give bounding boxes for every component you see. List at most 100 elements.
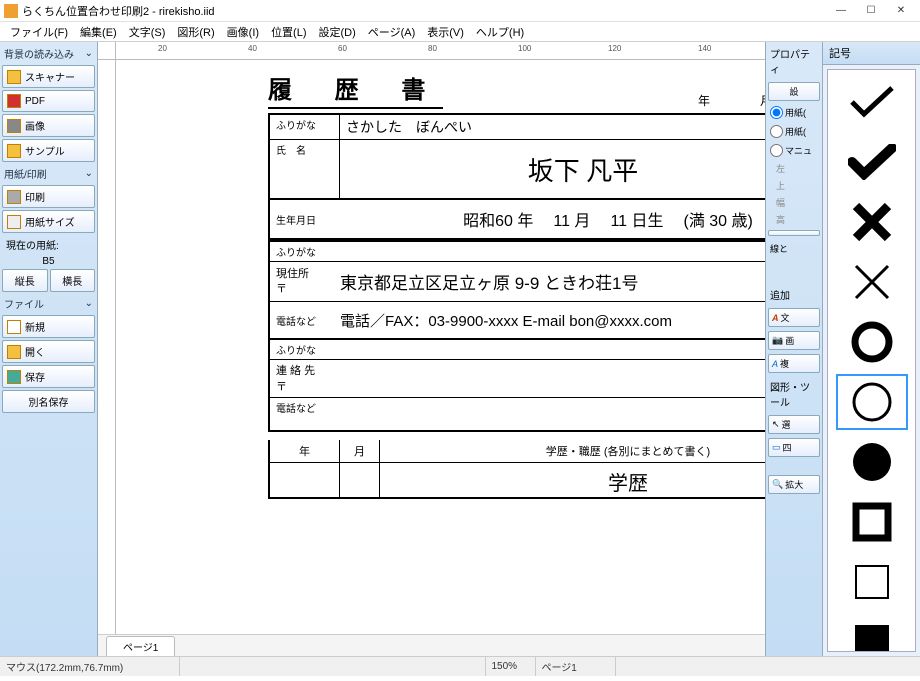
history-header: 学歴・職歴 (各別にまとめて書く) bbox=[380, 440, 765, 462]
status-zoom: 150% bbox=[486, 657, 536, 676]
symbol-x-bold[interactable] bbox=[836, 194, 908, 250]
addr-value: 東京都足立区足立ヶ原 9-9 ときわ荘1号 bbox=[340, 269, 765, 294]
menu-settings[interactable]: 設定(D) bbox=[313, 22, 362, 42]
save-icon bbox=[7, 370, 21, 384]
sample-button[interactable]: サンプル bbox=[2, 139, 95, 162]
symbol-square-filled[interactable] bbox=[836, 614, 908, 652]
opt-paper1[interactable]: 用紙( bbox=[768, 105, 820, 120]
paper-size-button[interactable]: 用紙サイズ bbox=[2, 210, 95, 233]
tel-label: 電話など bbox=[270, 311, 340, 330]
menu-shape[interactable]: 図形(R) bbox=[171, 22, 220, 42]
save-button[interactable]: 保存 bbox=[2, 365, 95, 388]
add-text-button[interactable]: A文 bbox=[768, 308, 820, 327]
birth-month: 11 月 bbox=[553, 207, 590, 231]
date-month-label: 月 bbox=[760, 92, 765, 109]
left-panel: 背景の読み込み⌄ スキャナー PDF 画像 サンプル 用紙/印刷⌄ 印刷 用紙サ… bbox=[0, 42, 98, 656]
bg-section-title: 背景の読み込み⌄ bbox=[2, 44, 95, 63]
image-button[interactable]: 画像 bbox=[2, 114, 95, 137]
history-year: 年 bbox=[270, 440, 340, 462]
birth-label: 生年月日 bbox=[270, 210, 340, 229]
collapse-icon[interactable]: ⌄ bbox=[85, 298, 93, 309]
close-button[interactable]: ✕ bbox=[886, 1, 916, 21]
history-title: 学歴 bbox=[380, 463, 765, 497]
new-icon bbox=[7, 320, 21, 334]
menu-edit[interactable]: 編集(E) bbox=[74, 22, 123, 42]
symbol-list[interactable] bbox=[827, 69, 916, 652]
addr-label: 現住所 bbox=[276, 267, 334, 281]
symbol-circle-thin[interactable] bbox=[836, 374, 908, 430]
status-page: ページ1 bbox=[536, 657, 616, 676]
menu-image[interactable]: 画像(I) bbox=[221, 22, 265, 42]
name-label: 氏 名 bbox=[270, 140, 340, 198]
symbol-square-bold[interactable] bbox=[836, 494, 908, 550]
status-mouse: マウス(172.2mm,76.7mm) bbox=[0, 657, 180, 676]
minimize-button[interactable]: — bbox=[826, 1, 856, 21]
contact-tel: 電話など bbox=[270, 398, 765, 430]
collapse-icon[interactable]: ⌄ bbox=[85, 168, 93, 179]
paper-icon bbox=[7, 215, 21, 229]
menu-text[interactable]: 文字(S) bbox=[123, 22, 172, 42]
maximize-button[interactable]: ☐ bbox=[856, 1, 886, 21]
furigana-label: ふりがな bbox=[270, 115, 340, 139]
menu-view[interactable]: 表示(V) bbox=[421, 22, 470, 42]
collapse-icon[interactable]: ⌄ bbox=[85, 48, 93, 59]
menu-page[interactable]: ページ(A) bbox=[362, 22, 421, 42]
contact-furigana: ふりがな bbox=[270, 340, 765, 360]
portrait-button[interactable]: 縦長 bbox=[2, 269, 48, 292]
vertical-ruler bbox=[98, 60, 116, 634]
pdf-icon bbox=[7, 94, 21, 108]
addr-furigana: ふりがな bbox=[270, 242, 765, 262]
add-multi-button[interactable]: A複 bbox=[768, 354, 820, 373]
opt-manual[interactable]: マニュ bbox=[768, 143, 820, 158]
name-value: 坂下 凡平 bbox=[340, 140, 765, 198]
property-title: プロパティ bbox=[768, 44, 820, 78]
sample-icon bbox=[7, 144, 21, 158]
zoom-button[interactable]: 🔍拡大 bbox=[768, 475, 820, 494]
scanner-icon bbox=[7, 70, 21, 84]
birth-age: (満 30 歳) bbox=[684, 207, 753, 231]
opt-paper2[interactable]: 用紙( bbox=[768, 124, 820, 139]
add-title: 追加 bbox=[768, 285, 820, 304]
new-button[interactable]: 新規 bbox=[2, 315, 95, 338]
select-tool[interactable]: ↖選 bbox=[768, 415, 820, 434]
contact-post: 〒 bbox=[276, 378, 334, 394]
print-button[interactable]: 印刷 bbox=[2, 185, 95, 208]
scanner-button[interactable]: スキャナー bbox=[2, 65, 95, 88]
add-image-button[interactable]: 📷画 bbox=[768, 331, 820, 350]
addr-post: 〒 bbox=[276, 282, 334, 296]
furigana-value: さかした ぼんぺい bbox=[340, 115, 765, 139]
tel-value: 電話／FAX：03-9900-xxxx E-mail bon@xxxx.com bbox=[340, 310, 765, 331]
current-paper-value: B5 bbox=[2, 256, 95, 267]
tab-page1[interactable]: ページ1 bbox=[106, 636, 175, 656]
symbol-check-thin[interactable] bbox=[836, 74, 908, 130]
doc-title: 履 歴 書 bbox=[268, 70, 443, 109]
symbol-circle-bold[interactable] bbox=[836, 314, 908, 370]
title-bar: らくちん位置合わせ印刷2 - rirekisho.iid — ☐ ✕ bbox=[0, 0, 920, 22]
history-month: 月 bbox=[340, 440, 380, 462]
menu-help[interactable]: ヘルプ(H) bbox=[470, 22, 530, 42]
menu-position[interactable]: 位置(L) bbox=[265, 22, 312, 42]
horizontal-ruler: 20 40 60 80 100 120 140 bbox=[98, 42, 765, 60]
save-as-button[interactable]: 別名保存 bbox=[2, 390, 95, 413]
image-icon bbox=[7, 119, 21, 133]
window-title: らくちん位置合わせ印刷2 - rirekisho.iid bbox=[22, 3, 826, 19]
menu-file[interactable]: ファイル(F) bbox=[4, 22, 74, 42]
symbol-check-bold[interactable] bbox=[836, 134, 908, 190]
rect-tool[interactable]: ▭四 bbox=[768, 438, 820, 457]
page-canvas[interactable]: 履 歴 書 年 月 日現在 ふりがな さかした ぼんぺい ㊚㊛ bbox=[238, 60, 765, 634]
current-paper-label: 現在の用紙: bbox=[2, 235, 95, 254]
symbol-square-thin[interactable] bbox=[836, 554, 908, 610]
symbol-circle-filled[interactable] bbox=[836, 434, 908, 490]
open-button[interactable]: 開く bbox=[2, 340, 95, 363]
shape-title: 図形・ツール bbox=[768, 377, 820, 411]
pdf-button[interactable]: PDF bbox=[2, 90, 95, 112]
canvas-scroll[interactable]: 履 歴 書 年 月 日現在 ふりがな さかした ぼんぺい ㊚㊛ bbox=[98, 60, 765, 634]
landscape-button[interactable]: 横長 bbox=[50, 269, 96, 292]
line-button[interactable] bbox=[768, 230, 820, 236]
paper-section-title: 用紙/印刷⌄ bbox=[2, 164, 95, 183]
app-icon bbox=[4, 4, 18, 18]
prop-tab[interactable]: 設 bbox=[768, 82, 820, 101]
symbol-x-thin[interactable] bbox=[836, 254, 908, 310]
birth-day: 11 日生 bbox=[610, 207, 663, 231]
open-icon bbox=[7, 345, 21, 359]
